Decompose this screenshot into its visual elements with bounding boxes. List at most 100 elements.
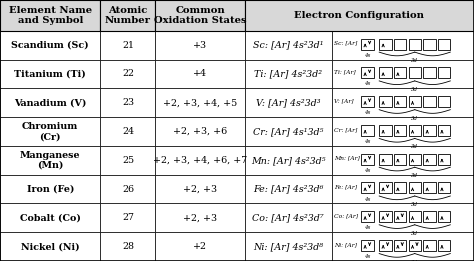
Bar <box>423 240 436 251</box>
Bar <box>379 182 392 193</box>
Text: Cr: [Ar] 4s¹3d⁵: Cr: [Ar] 4s¹3d⁵ <box>253 127 323 136</box>
Text: Cobalt (Co): Cobalt (Co) <box>20 213 81 222</box>
Text: 3d: 3d <box>411 173 418 178</box>
Bar <box>438 211 450 222</box>
Text: Vanadium (V): Vanadium (V) <box>14 98 86 107</box>
Bar <box>332 175 474 204</box>
Bar <box>332 232 474 261</box>
Bar <box>394 96 406 107</box>
Bar <box>394 182 406 193</box>
Bar <box>361 240 374 251</box>
Bar <box>394 67 406 78</box>
Bar <box>409 125 421 136</box>
Text: Fe: [Ar]: Fe: [Ar] <box>334 185 357 190</box>
Bar <box>100 117 155 146</box>
Text: 24: 24 <box>122 127 134 136</box>
Bar <box>394 240 406 251</box>
Bar <box>332 60 474 88</box>
Text: 4s: 4s <box>364 110 371 115</box>
Bar <box>100 204 155 232</box>
Text: 4s: 4s <box>364 53 371 58</box>
Bar <box>332 117 474 146</box>
Text: +2: +2 <box>193 242 207 251</box>
Text: Manganese
(Mn): Manganese (Mn) <box>20 151 81 170</box>
Bar <box>379 240 392 251</box>
Bar <box>155 88 245 117</box>
Bar <box>245 60 332 88</box>
Bar <box>361 39 374 50</box>
Bar <box>245 117 332 146</box>
Bar <box>155 0 245 31</box>
Text: 3d: 3d <box>411 58 418 63</box>
Text: +2, +3, +4, +5: +2, +3, +4, +5 <box>163 98 237 107</box>
Bar <box>379 96 392 107</box>
Bar <box>245 146 332 175</box>
Bar <box>0 60 100 88</box>
Bar <box>438 125 450 136</box>
Text: +2, +3, +4, +6, +7: +2, +3, +4, +6, +7 <box>153 156 247 165</box>
Text: 4s: 4s <box>364 254 371 259</box>
Bar <box>245 175 332 204</box>
Text: Sc: [Ar] 4s²3d¹: Sc: [Ar] 4s²3d¹ <box>253 41 323 50</box>
Text: Common
Oxidation States: Common Oxidation States <box>154 6 246 25</box>
Bar <box>0 88 100 117</box>
Bar <box>379 39 392 50</box>
Bar <box>379 125 392 136</box>
Text: 4s: 4s <box>364 197 371 201</box>
Bar <box>423 125 436 136</box>
Bar <box>100 232 155 261</box>
Bar <box>155 175 245 204</box>
Text: Sc: [Ar]: Sc: [Ar] <box>334 41 357 46</box>
Bar <box>155 146 245 175</box>
Bar <box>438 182 450 193</box>
Text: Co: [Ar] 4s²3d⁷: Co: [Ar] 4s²3d⁷ <box>252 213 324 222</box>
Bar <box>0 117 100 146</box>
Text: 23: 23 <box>122 98 134 107</box>
Bar <box>423 182 436 193</box>
Bar <box>332 88 474 117</box>
Bar <box>361 96 374 107</box>
Bar <box>245 0 474 31</box>
Bar <box>409 67 421 78</box>
Text: 28: 28 <box>122 242 134 251</box>
Text: Ti: [Ar]: Ti: [Ar] <box>334 69 356 75</box>
Text: V: [Ar]: V: [Ar] <box>334 98 353 103</box>
Text: 27: 27 <box>122 213 134 222</box>
Text: Ni: [Ar] 4s²3d⁸: Ni: [Ar] 4s²3d⁸ <box>253 242 323 251</box>
Text: +2, +3, +6: +2, +3, +6 <box>173 127 227 136</box>
Bar <box>409 96 421 107</box>
Bar <box>379 154 392 165</box>
Bar <box>0 31 100 60</box>
Bar <box>361 211 374 222</box>
Bar <box>379 211 392 222</box>
Text: 3d: 3d <box>411 87 418 92</box>
Text: 4s: 4s <box>364 139 371 144</box>
Text: Titanium (Ti): Titanium (Ti) <box>14 69 86 79</box>
Bar <box>423 211 436 222</box>
Text: Mn: [Ar] 4s²3d⁵: Mn: [Ar] 4s²3d⁵ <box>251 156 326 165</box>
Bar <box>361 182 374 193</box>
Bar <box>332 146 474 175</box>
Text: Element Name
and Symbol: Element Name and Symbol <box>9 6 92 25</box>
Bar <box>245 88 332 117</box>
Bar <box>409 154 421 165</box>
Bar <box>0 232 100 261</box>
Text: Ni: [Ar]: Ni: [Ar] <box>334 242 357 247</box>
Bar <box>394 211 406 222</box>
Bar <box>155 117 245 146</box>
Text: Mn: [Ar]: Mn: [Ar] <box>334 156 360 161</box>
Text: 3d: 3d <box>411 231 418 236</box>
Bar <box>409 39 421 50</box>
Bar <box>155 60 245 88</box>
Bar <box>100 0 155 31</box>
Bar <box>100 31 155 60</box>
Text: 3d: 3d <box>411 144 418 150</box>
Text: 25: 25 <box>122 156 134 165</box>
Bar <box>423 154 436 165</box>
Bar <box>438 39 450 50</box>
Bar <box>394 154 406 165</box>
Text: Nickel (Ni): Nickel (Ni) <box>21 242 80 251</box>
Text: 3d: 3d <box>411 116 418 121</box>
Bar <box>361 67 374 78</box>
Bar <box>245 232 332 261</box>
